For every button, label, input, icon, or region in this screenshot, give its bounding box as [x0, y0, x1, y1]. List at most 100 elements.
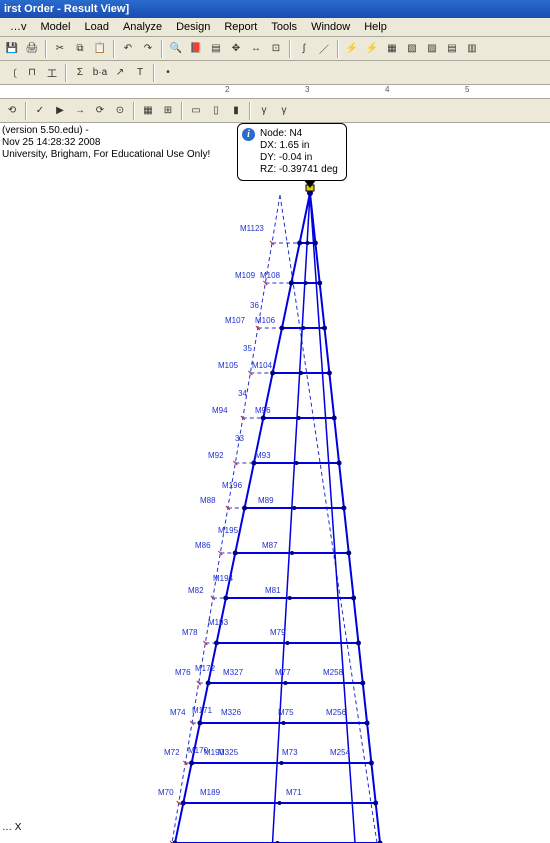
svg-text:M256: M256 — [326, 708, 347, 717]
y2-icon[interactable]: γ — [275, 102, 293, 120]
svg-text:M73: M73 — [282, 748, 298, 757]
svg-text:M93: M93 — [255, 451, 271, 460]
svg-text:M254: M254 — [330, 748, 351, 757]
redo-icon[interactable]: ↷ — [139, 40, 157, 58]
dot-icon[interactable]: • — [159, 64, 177, 82]
svg-text:35: 35 — [243, 344, 252, 353]
svg-text:36: 36 — [250, 301, 259, 310]
toolbar-row-1: 💾🖨✂⧉📋↶↷🔍📕▤✥↔⊡∫／⚡⚡▦▧▨▤▥ — [0, 37, 550, 61]
svg-text:M76: M76 — [175, 668, 191, 677]
svg-text:M88: M88 — [200, 496, 216, 505]
svg-text:M92: M92 — [208, 451, 224, 460]
check-icon[interactable]: ✓ — [31, 102, 49, 120]
sheet1-icon[interactable]: ▦ — [383, 40, 401, 58]
save-icon[interactable]: 💾 — [3, 40, 21, 58]
svg-text:M104: M104 — [252, 361, 273, 370]
svg-text:M189: M189 — [200, 788, 221, 797]
bfa-icon[interactable]: b·a — [91, 64, 109, 82]
i1-icon[interactable]: ▭ — [187, 102, 205, 120]
i2-icon[interactable]: ▯ — [207, 102, 225, 120]
menu-tools[interactable]: Tools — [265, 20, 303, 34]
ruler: 2 3 4 5 — [0, 85, 550, 99]
svg-text:M1123: M1123 — [240, 224, 264, 233]
menu-window[interactable]: Window — [305, 20, 356, 34]
print-icon[interactable]: 🖨 — [23, 40, 41, 58]
svg-text:M70: M70 — [158, 788, 174, 797]
svg-text:M171: M171 — [192, 706, 213, 715]
tee-icon[interactable]: T — [131, 64, 149, 82]
move-icon[interactable]: ✥ — [227, 40, 245, 58]
ruler-mark: 3 — [305, 85, 309, 94]
i3-icon[interactable]: ▮ — [227, 102, 245, 120]
toolbar-row-3: ⟲ ✓▶→⟳⊙ ▦⊞ ▭▯▮ γγ — [0, 99, 550, 123]
ruler-mark: 5 — [465, 85, 469, 94]
svg-text:M79: M79 — [270, 628, 286, 637]
line-icon[interactable]: ／ — [315, 40, 333, 58]
svg-text:M196: M196 — [222, 481, 243, 490]
svg-text:M325: M325 — [218, 748, 239, 757]
bolt2-icon[interactable]: ⚡ — [363, 40, 381, 58]
curve-icon[interactable]: ∫ — [295, 40, 313, 58]
menu-design[interactable]: Design — [170, 20, 216, 34]
menu-prefix: …v — [4, 20, 33, 34]
dim-icon[interactable]: ⊡ — [267, 40, 285, 58]
rot-icon[interactable]: ⟲ — [3, 102, 21, 120]
grid1-icon[interactable]: ▤ — [443, 40, 461, 58]
book-icon[interactable]: 📕 — [187, 40, 205, 58]
tooltip-rz: RZ: -0.39741 deg — [260, 164, 338, 176]
svg-text:M89: M89 — [258, 496, 274, 505]
svg-text:M326: M326 — [221, 708, 242, 717]
svg-text:M81: M81 — [265, 586, 281, 595]
svg-text:M105: M105 — [218, 361, 239, 370]
paste-icon[interactable]: 📋 — [91, 40, 109, 58]
svg-text:M87: M87 — [262, 541, 278, 550]
menu-analyze[interactable]: Analyze — [117, 20, 168, 34]
cut-icon[interactable]: ✂ — [51, 40, 69, 58]
arrow2-icon[interactable]: ↗ — [111, 64, 129, 82]
title-bar: irst Order - Result View] — [0, 0, 550, 18]
svg-text:M195: M195 — [218, 526, 239, 535]
svg-text:M77: M77 — [275, 668, 291, 677]
copy-icon[interactable]: ⧉ — [71, 40, 89, 58]
sheet3-icon[interactable]: ▨ — [423, 40, 441, 58]
bracket-icon[interactable]: 〔 — [3, 64, 21, 82]
hbeam-icon[interactable]: 工 — [43, 64, 61, 82]
rarr-icon[interactable]: → — [71, 102, 89, 120]
svg-text:M72: M72 — [164, 748, 180, 757]
svg-text:M86: M86 — [195, 541, 211, 550]
undo-icon[interactable]: ↶ — [119, 40, 137, 58]
reload-icon[interactable]: ⟳ — [91, 102, 109, 120]
tower-diagram: M1123M109M108M107M10636M105M10435M94M963… — [0, 123, 550, 843]
result-canvas[interactable]: (version 5.50.edu) - Nov 25 14:28:32 200… — [0, 123, 550, 843]
layers-icon[interactable]: ▤ — [207, 40, 225, 58]
svg-text:M78: M78 — [182, 628, 198, 637]
menu-report[interactable]: Report — [218, 20, 263, 34]
axis-label: … X — [2, 822, 21, 833]
bolt1-icon[interactable]: ⚡ — [343, 40, 361, 58]
node-tooltip: Node: N4 DX: 1.65 in DY: -0.04 in RZ: -0… — [237, 123, 347, 181]
sigma-icon[interactable]: Σ — [71, 64, 89, 82]
span-icon[interactable]: ⊓ — [23, 64, 41, 82]
svg-text:M94: M94 — [212, 406, 228, 415]
svg-text:M108: M108 — [260, 271, 281, 280]
sheet2-icon[interactable]: ▧ — [403, 40, 421, 58]
arrows-icon[interactable]: ↔ — [247, 40, 265, 58]
dot2-icon[interactable]: ⊙ — [111, 102, 129, 120]
menu-model[interactable]: Model — [35, 20, 77, 34]
svg-text:M71: M71 — [286, 788, 302, 797]
svg-text:M82: M82 — [188, 586, 204, 595]
svg-text:M96: M96 — [255, 406, 271, 415]
svg-text:33: 33 — [235, 434, 244, 443]
chart-icon[interactable]: ▦ — [139, 102, 157, 120]
tooltip-dy: DY: -0.04 in — [260, 152, 338, 164]
svg-text:M258: M258 — [323, 668, 344, 677]
y1-icon[interactable]: γ — [255, 102, 273, 120]
find-icon[interactable]: 🔍 — [167, 40, 185, 58]
tile-icon[interactable]: ⊞ — [159, 102, 177, 120]
fwd-icon[interactable]: ▶ — [51, 102, 69, 120]
menu-load[interactable]: Load — [78, 20, 114, 34]
svg-text:M172: M172 — [195, 664, 216, 673]
svg-text:M75: M75 — [278, 708, 294, 717]
grid2-icon[interactable]: ▥ — [463, 40, 481, 58]
menu-help[interactable]: Help — [358, 20, 393, 34]
